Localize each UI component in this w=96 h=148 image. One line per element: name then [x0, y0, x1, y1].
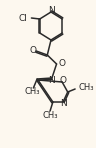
Text: Cl: Cl — [19, 13, 28, 22]
Text: O: O — [58, 59, 65, 68]
Text: CH₃: CH₃ — [79, 83, 94, 92]
Text: N: N — [61, 99, 67, 108]
Text: CH₃: CH₃ — [25, 86, 40, 95]
Text: CH₃: CH₃ — [42, 111, 58, 119]
Text: O: O — [60, 75, 67, 85]
Text: O: O — [30, 46, 37, 55]
Text: N: N — [48, 75, 54, 85]
Text: N: N — [48, 6, 54, 15]
